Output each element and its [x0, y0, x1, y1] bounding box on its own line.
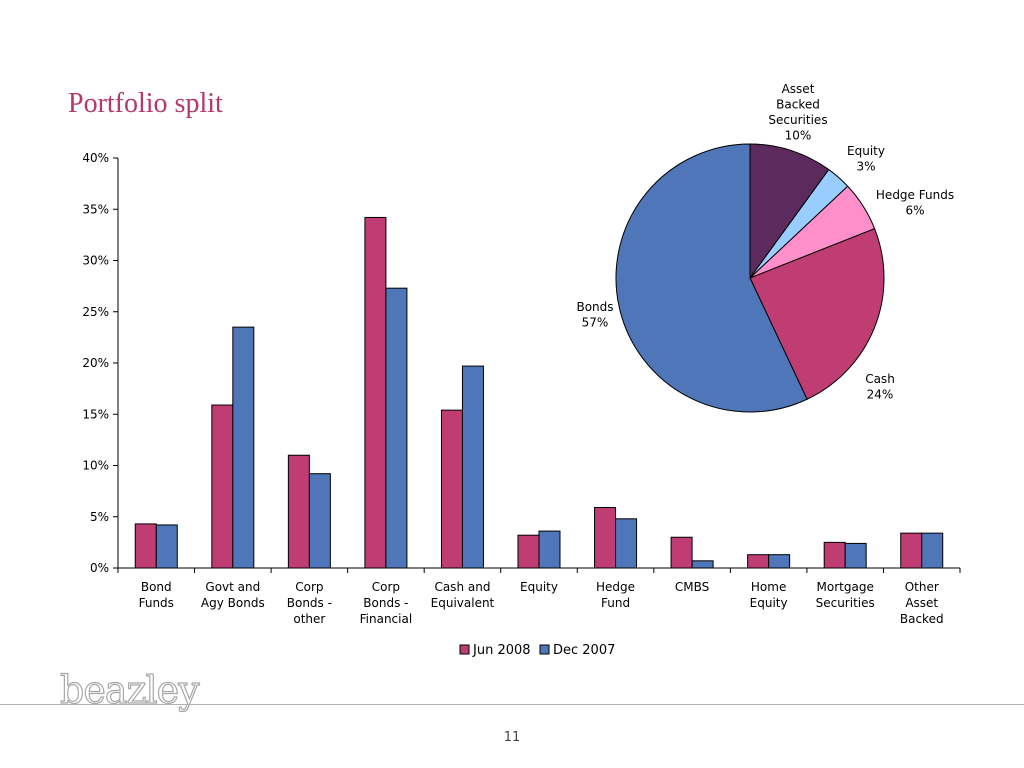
pie-label: Equity 3% — [847, 144, 885, 174]
legend-swatch — [459, 644, 470, 655]
y-tick-label: 40% — [82, 151, 109, 165]
x-tick-label: Mortgage Securities — [816, 580, 875, 610]
y-tick-label: 30% — [82, 254, 109, 268]
bar-dec-2007 — [691, 560, 714, 569]
bar-dec-2007 — [232, 326, 255, 569]
y-tick-label: 15% — [82, 407, 109, 421]
pie-slice — [749, 228, 885, 400]
y-tick-label: 25% — [82, 305, 109, 319]
beazley-logo: beazley — [59, 667, 200, 712]
slide-title: Portfolio split — [68, 88, 223, 119]
bar-dec-2007 — [461, 365, 484, 569]
legend-swatch — [539, 644, 550, 655]
footer-divider — [0, 704, 1024, 705]
page-number: 11 — [503, 730, 521, 745]
portfolio-charts: 0% 5% 10% 15% 20% 25% 30% 35% 40% Bond Funds Govt a… — [82, 82, 961, 658]
bar-jun-2008 — [823, 541, 846, 569]
bar-jun-2008 — [594, 507, 617, 569]
bar-dec-2007 — [385, 287, 408, 569]
legend-label: Dec 2007 — [553, 643, 615, 658]
bar-jun-2008 — [517, 534, 540, 569]
bar-dec-2007 — [538, 530, 561, 569]
x-tick-label: Corp Bonds -Financial — [360, 580, 413, 626]
bar-dec-2007 — [615, 518, 638, 569]
x-tick-label: CMBS — [675, 580, 709, 594]
bar-dec-2007 — [308, 473, 331, 569]
bar-dec-2007 — [155, 524, 178, 569]
pie-label: Asset Backed Securities 10% — [768, 82, 827, 143]
bar-dec-2007 — [768, 554, 791, 569]
bar-jun-2008 — [364, 216, 387, 569]
bar-jun-2008 — [670, 536, 693, 569]
y-tick-label: 0% — [90, 561, 109, 575]
legend-label: Jun 2008 — [472, 643, 531, 658]
bar-jun-2008 — [287, 454, 310, 569]
x-tick-label: Bond Funds — [139, 580, 174, 610]
pie-label: Hedge Funds 6% — [876, 188, 954, 218]
x-tick-label: Cash and Equivalent — [431, 580, 495, 610]
x-tick-label: Other Asset Backed — [900, 580, 944, 626]
x-tick-label: Home Equity — [750, 580, 788, 610]
bar-jun-2008 — [747, 554, 770, 569]
bar-jun-2008 — [900, 532, 923, 569]
pie-slice — [615, 143, 808, 413]
bar-jun-2008 — [440, 409, 463, 569]
pie-label: Bonds 57% — [576, 300, 613, 330]
x-tick-label: Corp Bonds -other — [287, 580, 332, 626]
y-tick-label: 35% — [82, 202, 109, 216]
x-tick-label: Hedge Fund — [596, 580, 635, 610]
x-tick-label: Equity — [520, 580, 558, 594]
y-tick-label: 5% — [90, 510, 109, 524]
bar-dec-2007 — [921, 532, 944, 569]
bar-dec-2007 — [844, 542, 867, 569]
x-tick-label: Govt and Agy Bonds — [201, 580, 265, 610]
y-tick-label: 20% — [82, 356, 109, 370]
pie-label: Cash 24% — [865, 372, 895, 402]
pie-slice — [749, 143, 830, 280]
y-tick-label: 10% — [82, 459, 109, 473]
bar-jun-2008 — [134, 523, 157, 569]
bar-jun-2008 — [211, 404, 234, 569]
